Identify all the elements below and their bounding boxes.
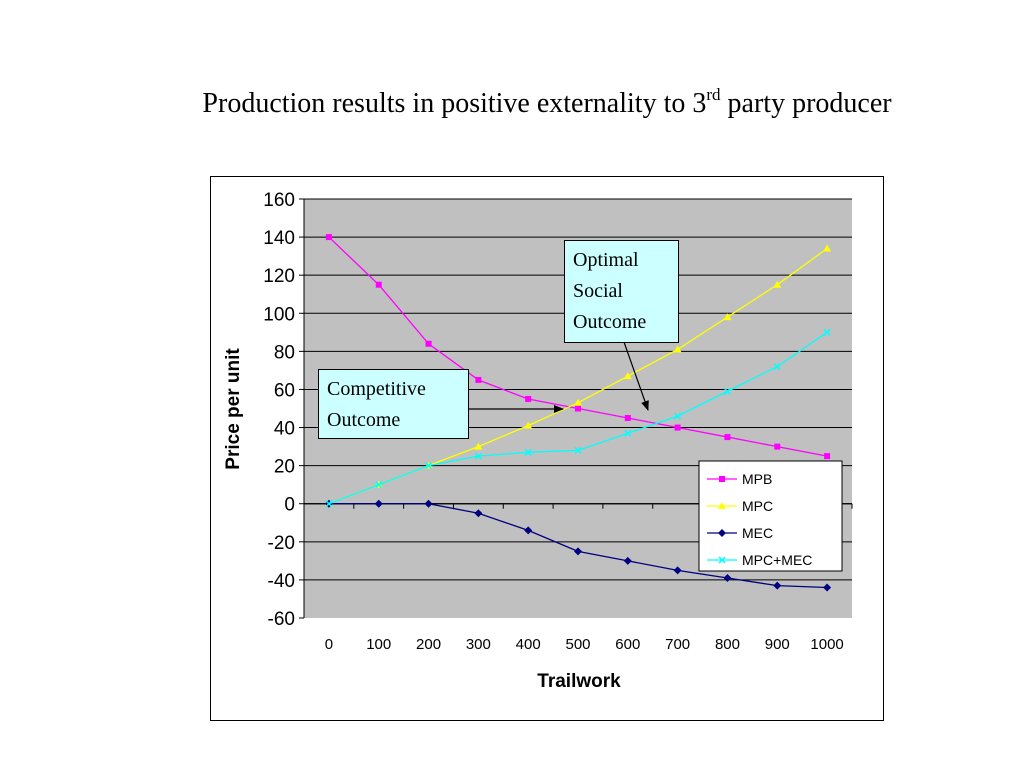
y-tick-label: 100 [263, 304, 295, 325]
title-main: Production results in positive externali… [202, 88, 707, 119]
series-mpb [325, 234, 831, 460]
data-point-mpc [823, 244, 832, 252]
data-point-mpc [723, 313, 732, 321]
optimal-social-outcome-callout: Optimal Social Outcome [564, 240, 679, 343]
data-point-mpb [674, 424, 681, 431]
y-tick-label: -20 [268, 533, 295, 554]
legend-label: MPC [742, 498, 773, 514]
y-tick-label: 20 [274, 457, 295, 478]
data-point-mpc-mec [624, 429, 632, 437]
legend-entry-mpb: MPB [707, 471, 772, 487]
callout-line: Social [573, 280, 623, 302]
data-point-mpc [524, 421, 533, 429]
data-point-mpc-mec [574, 446, 582, 454]
callout-line: Outcome [327, 409, 401, 431]
data-point-mpb [575, 405, 581, 412]
data-point-mec [823, 583, 832, 592]
data-point-mpc [623, 372, 632, 380]
data-point-mpc-mec [773, 363, 781, 371]
legend-label: MEC [742, 525, 773, 541]
callout-line: Outcome [573, 311, 647, 333]
series-mec [324, 499, 832, 592]
data-point-mpc [474, 442, 483, 450]
data-point-mec [773, 581, 782, 590]
data-point-mpb [774, 443, 781, 450]
y-tick-label: 80 [274, 342, 295, 363]
x-axis-label: Trailwork [537, 671, 621, 692]
data-point-mpc-mec [425, 462, 433, 470]
data-point-mec [574, 547, 582, 556]
y-tick-label: -40 [268, 571, 295, 592]
data-point-mec [723, 574, 732, 583]
x-tick-label: 600 [615, 636, 640, 653]
x-tick-label: 500 [565, 636, 590, 653]
x-tick-label: 700 [665, 636, 690, 653]
legend-swatch-marker [718, 556, 726, 564]
y-tick-label: 0 [284, 495, 295, 516]
data-point-mpc-mec [723, 387, 731, 395]
legend-swatch-marker [718, 529, 726, 537]
x-tick-labels: 0 100 200 300 400 500 600 700 800 900 1000 [325, 636, 844, 653]
slide-title: Production results in positive externali… [0, 85, 1024, 120]
data-point-mec [673, 566, 682, 575]
x-tick-label: 1000 [810, 636, 843, 653]
data-point-mpb [475, 376, 482, 383]
data-point-mec [623, 556, 632, 565]
data-point-mpb [624, 415, 631, 422]
data-point-mpc-mec [674, 412, 682, 420]
data-point-mec [524, 526, 533, 535]
x-tick-label: 300 [466, 636, 491, 653]
data-point-mec [474, 509, 483, 518]
x-tick-label: 400 [516, 636, 541, 653]
y-tick-label: -60 [268, 609, 295, 630]
legend-entry-mpc: MPC [707, 498, 773, 514]
data-point-mpb [824, 453, 831, 460]
y-tick-label: 60 [274, 380, 295, 401]
data-point-mpc-mec [325, 500, 333, 508]
y-tick-label: 120 [263, 266, 295, 287]
data-point-mpc-mec [474, 452, 482, 460]
optimal-arrow [623, 341, 649, 411]
legend-entry-mpc-mec: MPC+MEC [707, 552, 812, 568]
legend-label: MPB [742, 471, 772, 487]
data-point-mpb [425, 340, 432, 347]
callout-line: Optimal [573, 249, 639, 271]
legend-swatch-marker [718, 502, 726, 509]
data-point-mpc-mec [823, 328, 831, 336]
data-point-mpc [673, 345, 682, 353]
data-point-mpb [375, 281, 382, 288]
data-point-mpc [574, 398, 582, 406]
legend-entry-mec: MEC [707, 525, 773, 541]
x-tick-label: 900 [765, 636, 790, 653]
x-tick-label: 200 [416, 636, 441, 653]
data-point-mpb [525, 395, 532, 402]
title-superscript: rd [706, 85, 721, 104]
x-tick-label: 100 [366, 636, 391, 653]
legend: MPB MPC MEC MPC+MEC [698, 460, 843, 572]
data-point-mec [424, 499, 433, 508]
data-point-mec [374, 499, 383, 508]
y-tick-labels: 160 140 120 100 80 60 40 20 0 -20 -40 -60 [263, 190, 295, 630]
competitive-outcome-callout: Competitive Outcome [318, 369, 469, 439]
y-axis-label: Price per unit [223, 348, 244, 470]
data-point-mpc [773, 280, 782, 288]
legend-label: MPC+MEC [742, 552, 812, 568]
series-group [324, 234, 832, 592]
data-point-mpc-mec [524, 448, 532, 456]
legend-swatch-marker [719, 476, 725, 482]
chart-frame: 160 140 120 100 80 60 40 20 0 -20 -40 -60 0 100 200 30… [210, 176, 884, 721]
data-point-mpc-mec [375, 481, 383, 489]
data-point-mpb [724, 434, 731, 441]
y-tick-label: 140 [263, 228, 295, 249]
data-point-mpb [325, 234, 332, 241]
y-tick-label: 40 [274, 419, 295, 440]
x-tick-label: 0 [325, 636, 333, 653]
callout-line: Competitive [327, 378, 426, 400]
series-mpc-mec [325, 328, 831, 508]
title-tail: party producer [720, 88, 892, 119]
x-tick-label: 800 [715, 636, 740, 653]
y-tick-label: 160 [263, 190, 295, 211]
